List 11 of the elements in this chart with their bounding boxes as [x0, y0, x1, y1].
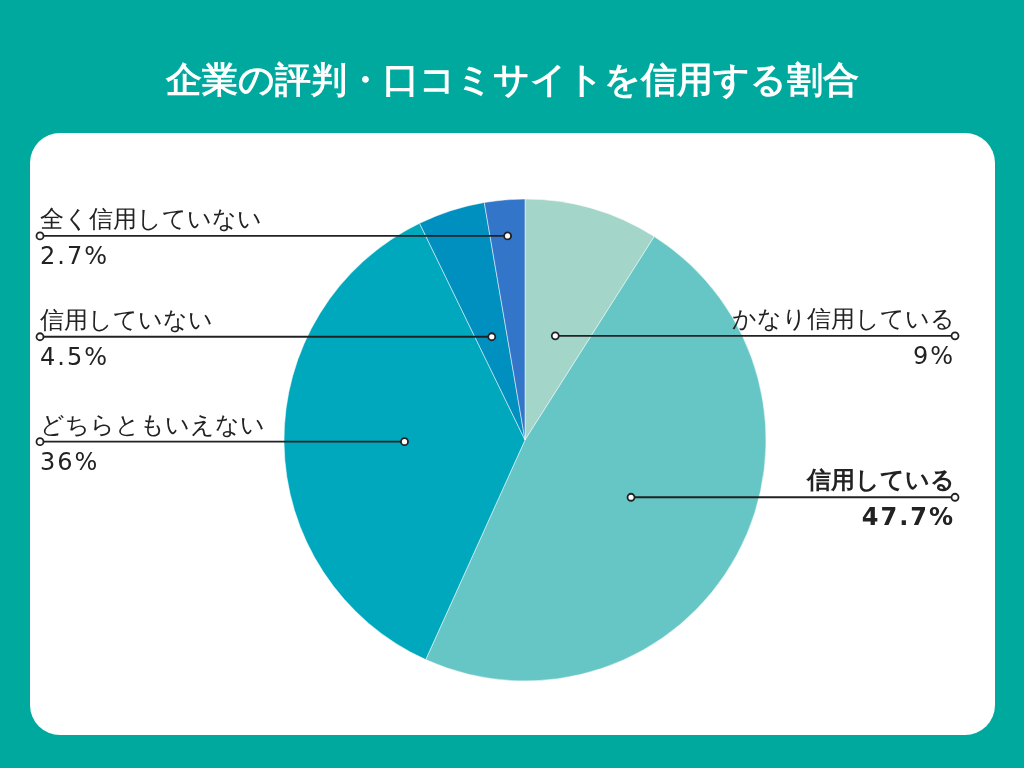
slice-label: 全く信用していない — [40, 204, 262, 233]
slice-label: どちらともいえない — [40, 410, 265, 439]
slice-label: かなり信用している — [732, 304, 955, 333]
data-label: 36% — [40, 447, 100, 476]
data-label: 2.7% — [40, 241, 109, 270]
data-label: 4.5% — [40, 342, 109, 371]
data-label: 47.7% — [861, 503, 955, 532]
chart-title: 企業の評判・口コミサイトを信用する割合 — [164, 59, 859, 100]
slice-label: 信用していない — [40, 305, 213, 334]
data-label: 9% — [912, 341, 955, 370]
slice-label: 信用している — [806, 466, 955, 495]
